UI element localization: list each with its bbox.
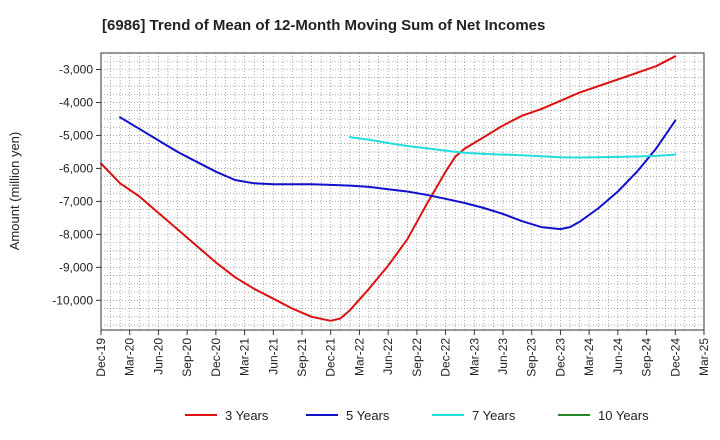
y-tick-label: -7,000 [59, 194, 93, 208]
y-tick-label: -10,000 [52, 293, 93, 307]
x-tick-label: Dec-23 [553, 338, 567, 377]
legend-label-3-years: 3 Years [225, 408, 269, 423]
y-tick-label: -3,000 [59, 62, 93, 76]
y-tick-label: -4,000 [59, 95, 93, 109]
x-tick-label: Sep-20 [180, 338, 194, 377]
y-axis-label: Amount (million yen) [7, 132, 22, 251]
x-tick-label: Mar-20 [123, 338, 137, 376]
x-tick-label: Jun-20 [151, 338, 165, 375]
y-tick-label: -8,000 [59, 227, 93, 241]
y-tick-label: -6,000 [59, 161, 93, 175]
x-tick-label: Sep-22 [410, 338, 424, 377]
legend-label-10-years: 10 Years [598, 408, 649, 423]
x-tick-label: Dec-24 [668, 338, 682, 377]
legend-label-5-years: 5 Years [346, 408, 390, 423]
x-tick-label: Dec-20 [209, 338, 223, 377]
x-tick-label: Dec-21 [324, 338, 338, 377]
y-tick-label: -9,000 [59, 260, 93, 274]
x-tick-label: Dec-22 [439, 338, 453, 377]
x-tick-label: Dec-19 [94, 338, 108, 377]
series-lines [100, 55, 677, 322]
x-tick-label: Sep-23 [525, 338, 539, 377]
y-axis-ticks: -3,000 -4,000 -5,000 -6,000 -7,000 -8,000 -9,0… [52, 62, 101, 307]
x-axis-ticks: Dec-19 Mar-20 Jun-20 Sep-20 Dec-20 Mar-21 Jun-… [94, 330, 711, 377]
x-tick-label: Sep-24 [640, 338, 654, 377]
x-tick-label: Mar-24 [582, 338, 596, 376]
x-tick-label: Mar-21 [238, 338, 252, 376]
x-tick-label: Jun-22 [381, 338, 395, 375]
series-line-3-years [100, 55, 677, 322]
x-tick-label: Mar-25 [697, 338, 711, 376]
x-tick-label: Sep-21 [295, 338, 309, 377]
grid-lines [101, 53, 704, 330]
x-tick-label: Mar-23 [467, 338, 481, 376]
chart-title: [6986] Trend of Mean of 12-Month Moving … [102, 17, 545, 34]
x-tick-label: Jun-21 [266, 338, 280, 375]
legend: 3 Years 5 Years 7 Years 10 Years [185, 408, 649, 423]
x-tick-label: Jun-24 [611, 338, 625, 375]
series-line-5-years [119, 116, 677, 231]
y-tick-label: -5,000 [59, 128, 93, 142]
series-line-7-years [348, 136, 677, 159]
plot-area-frame [100, 52, 705, 331]
x-tick-label: Mar-22 [352, 338, 366, 376]
x-tick-label: Jun-23 [496, 338, 510, 375]
legend-label-7-years: 7 Years [472, 408, 516, 423]
